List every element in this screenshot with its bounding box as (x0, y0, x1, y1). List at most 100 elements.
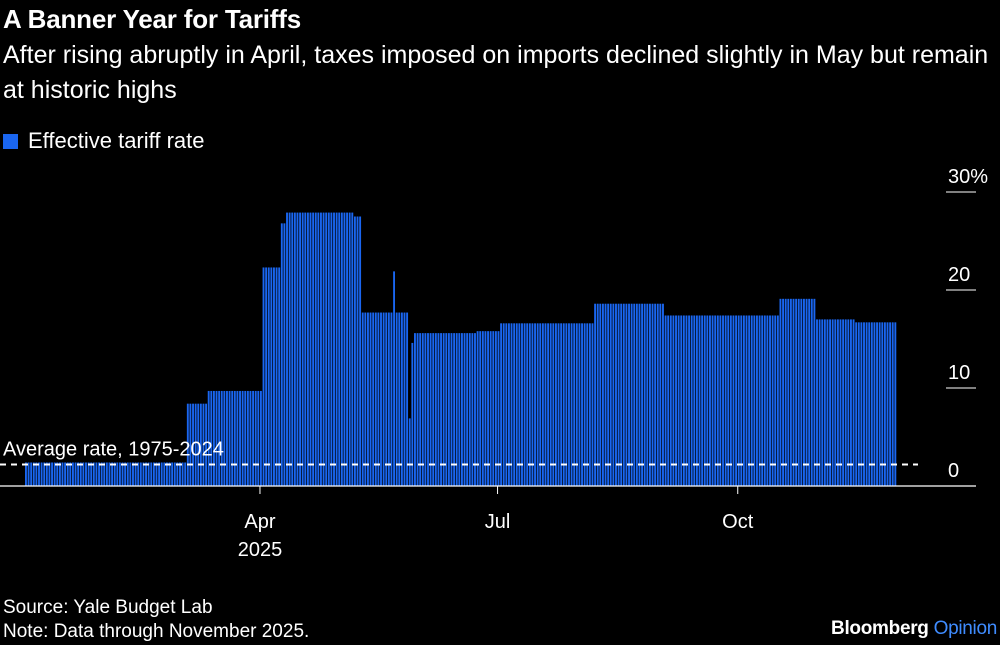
bar (570, 323, 573, 486)
bar (189, 403, 192, 486)
bar (617, 303, 620, 486)
bar (181, 462, 184, 486)
bar (776, 315, 779, 486)
bar (607, 303, 610, 486)
bar (852, 319, 855, 486)
bar (58, 462, 61, 486)
bar (771, 315, 774, 486)
bar (860, 322, 863, 486)
bar (494, 331, 497, 486)
bar (487, 331, 489, 486)
bar (669, 315, 672, 486)
bar (489, 331, 492, 486)
bar (158, 462, 161, 486)
bar (544, 323, 547, 486)
y-tick-label: 10 (948, 362, 970, 384)
bar (609, 303, 612, 486)
bar (667, 315, 670, 486)
bar (132, 462, 134, 486)
bar (873, 322, 876, 486)
bar (35, 462, 38, 486)
bar (111, 462, 114, 486)
bar (192, 403, 194, 486)
bar (474, 333, 476, 486)
bar (526, 323, 529, 486)
bar (79, 462, 82, 486)
bar (808, 298, 811, 486)
bar (340, 212, 343, 486)
bar (536, 323, 539, 486)
bar (774, 315, 777, 486)
bar (205, 403, 208, 486)
bar (293, 212, 296, 486)
bar (810, 298, 813, 486)
bar (531, 323, 534, 486)
bar (677, 315, 680, 486)
bar (784, 298, 787, 486)
chart-title: A Banner Year for Tariffs (3, 4, 301, 34)
bar (299, 212, 302, 486)
bar (583, 323, 586, 486)
reference-line-group: Average rate, 1975-2024 (0, 438, 918, 466)
bar (894, 322, 897, 486)
bar (818, 319, 821, 486)
bar (742, 315, 745, 486)
bar (453, 333, 456, 486)
bar (390, 312, 393, 486)
bar (364, 312, 367, 486)
bar (278, 267, 281, 486)
bar (220, 390, 223, 486)
bar (476, 331, 479, 486)
bar (518, 323, 521, 486)
bar (740, 315, 743, 486)
bar (588, 323, 591, 486)
bar (137, 462, 140, 486)
bar (528, 323, 531, 486)
bar (521, 323, 523, 486)
bar (280, 223, 283, 487)
note-text: Note: Data through November 2025. (3, 621, 310, 642)
bar (270, 267, 273, 486)
bar (231, 390, 234, 486)
bar (226, 390, 228, 486)
bar (750, 315, 753, 486)
bar (434, 333, 437, 486)
bar (578, 323, 581, 486)
bar (479, 331, 482, 486)
bar (257, 390, 260, 486)
bar (722, 315, 724, 486)
bar (393, 271, 395, 486)
bar (228, 390, 231, 486)
bar (881, 322, 884, 486)
bar (254, 390, 257, 486)
bar (322, 212, 325, 486)
bar (831, 319, 834, 486)
bar (779, 298, 782, 486)
bar (758, 315, 761, 486)
x-tick-label: Jul (485, 511, 511, 533)
bar (458, 333, 461, 486)
bar (150, 462, 153, 486)
bar (82, 462, 85, 486)
bar (223, 390, 226, 486)
bar (575, 323, 578, 486)
bar (312, 212, 315, 486)
bar (573, 323, 576, 486)
bar (695, 315, 698, 486)
bar (664, 315, 667, 486)
bar (450, 333, 453, 486)
bar (262, 267, 265, 486)
bar (32, 462, 35, 486)
bar (729, 315, 732, 486)
bar (868, 322, 871, 486)
bar (51, 462, 53, 486)
bar (646, 303, 649, 486)
bar (745, 315, 748, 486)
bar (675, 315, 677, 486)
bar (380, 312, 382, 486)
bar (455, 333, 458, 486)
bar (510, 323, 513, 486)
x-year-label: 2025 (238, 539, 283, 561)
bar (121, 462, 124, 486)
